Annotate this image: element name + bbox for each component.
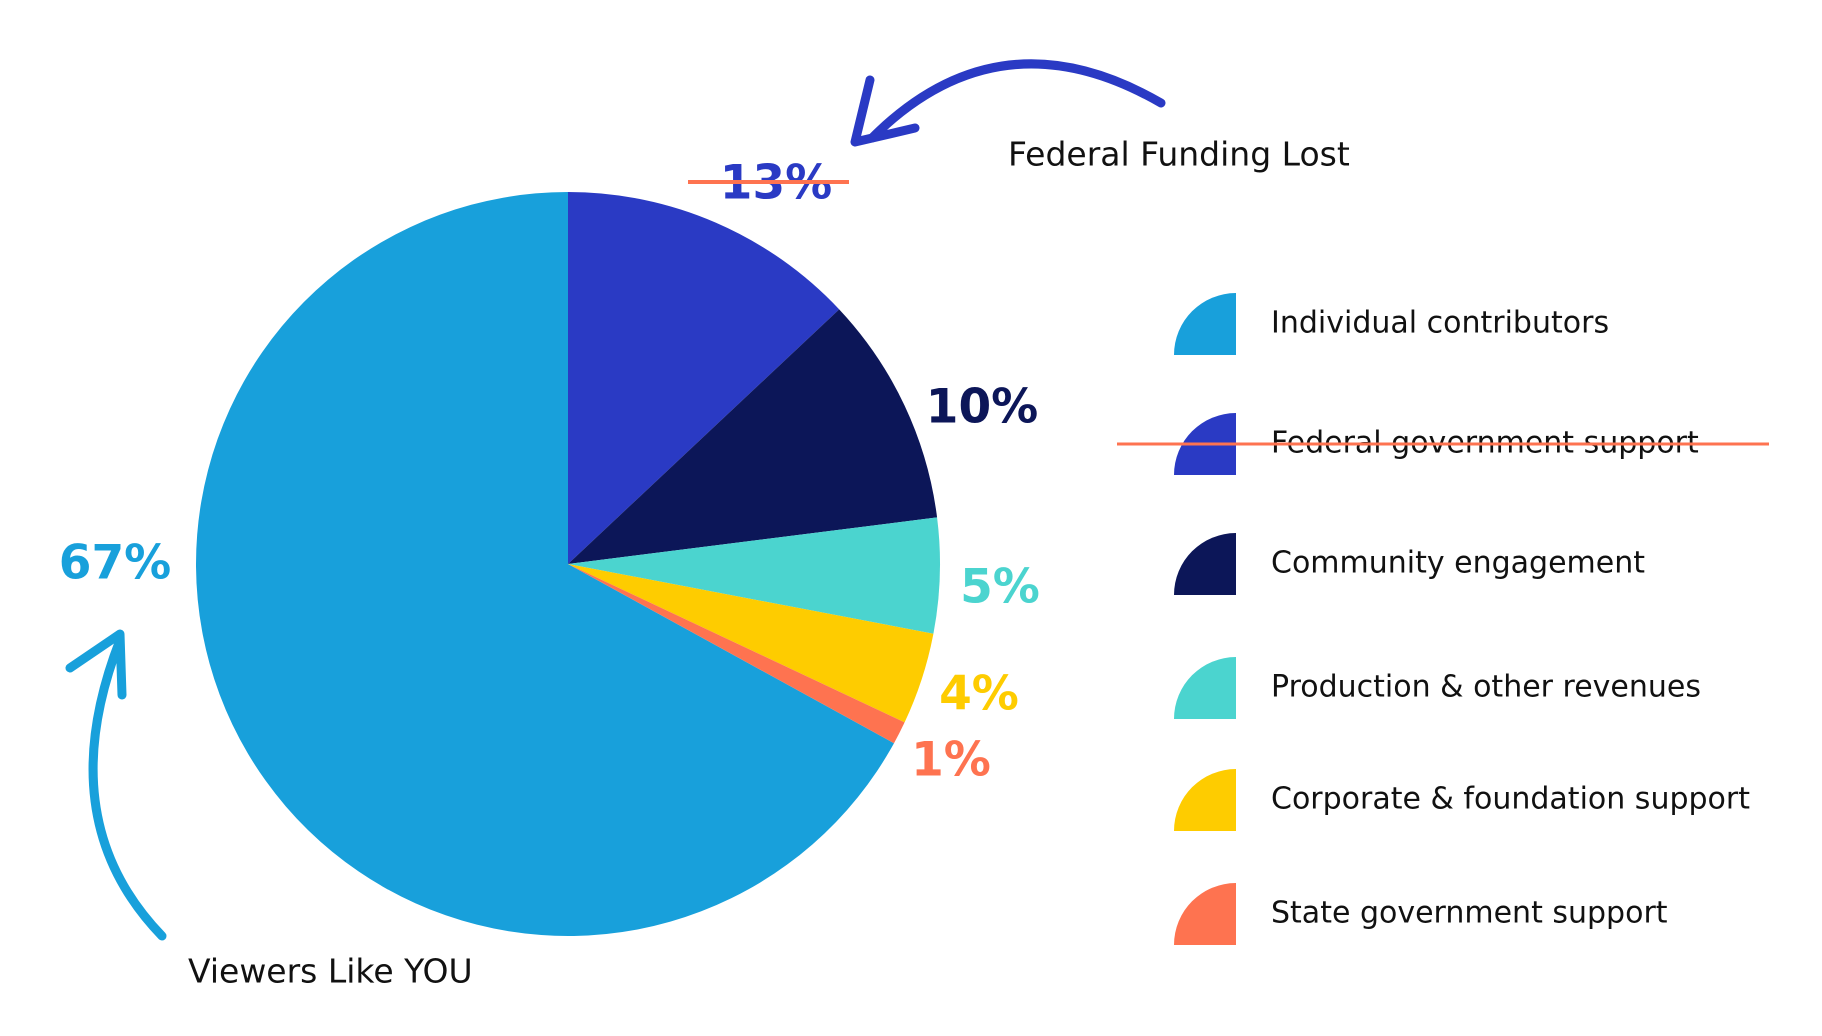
value-label: 10% — [926, 380, 1039, 435]
legend-label: State government support — [1271, 896, 1668, 931]
legend-swatch — [1174, 293, 1236, 355]
pie-slice — [568, 564, 934, 723]
legend-swatch — [1174, 769, 1236, 831]
pie-slice — [568, 309, 938, 564]
legend-swatch — [1174, 533, 1236, 595]
pie-slice — [568, 192, 840, 564]
legend-label: Individual contributors — [1271, 306, 1609, 341]
pie-slice — [568, 517, 940, 634]
value-label: 5% — [960, 560, 1040, 615]
arrow-head — [850, 75, 920, 147]
arrow — [88, 635, 167, 941]
value-label: 4% — [939, 667, 1019, 722]
value-label: 67% — [59, 536, 172, 591]
value-label: 1% — [911, 733, 991, 788]
legend-label: Community engagement — [1271, 546, 1645, 581]
legend-swatch — [1174, 657, 1236, 719]
annotation: Viewers Like YOU — [188, 952, 473, 991]
arrow-head — [65, 629, 127, 700]
legend-label: Corporate & foundation support — [1271, 782, 1750, 817]
annotation: Federal Funding Lost — [1008, 135, 1350, 174]
arrow — [867, 59, 1166, 143]
pie-slice — [568, 564, 905, 744]
legend-label: Production & other revenues — [1271, 670, 1701, 705]
legend-swatch — [1174, 883, 1236, 945]
pie-slice — [195, 192, 894, 937]
